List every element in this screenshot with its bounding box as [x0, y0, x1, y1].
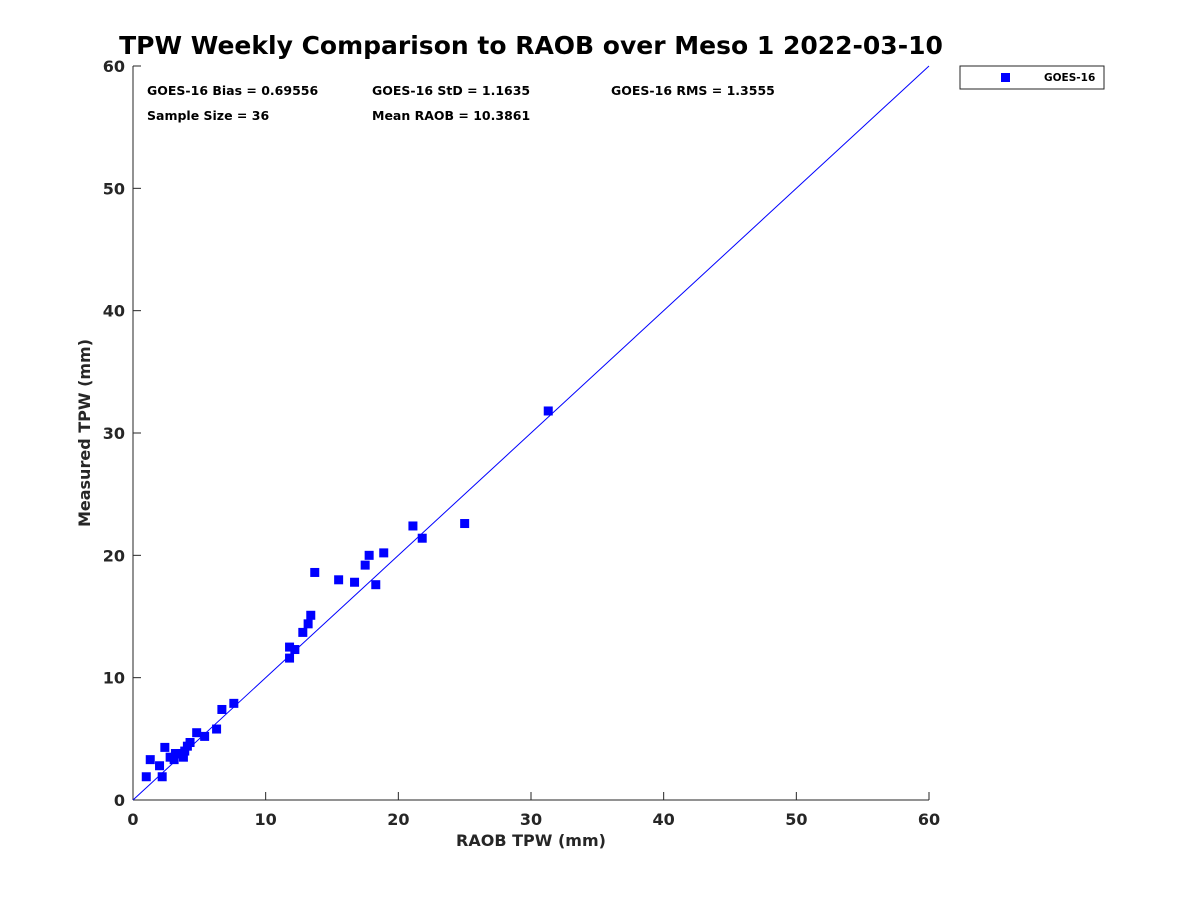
- data-point: [290, 645, 300, 655]
- data-point: [285, 642, 295, 652]
- data-point: [303, 619, 313, 629]
- x-axis-label: RAOB TPW (mm): [456, 831, 606, 850]
- data-point: [169, 755, 179, 765]
- x-tick-label: 40: [653, 810, 675, 829]
- data-point: [141, 772, 151, 782]
- x-tick-label: 0: [127, 810, 138, 829]
- data-point: [212, 724, 222, 734]
- one-to-one-line: [132, 65, 930, 801]
- data-point: [306, 610, 316, 620]
- legend: GOES-16: [959, 65, 1105, 90]
- y-tick-label: 20: [103, 546, 125, 565]
- stat-mean-raob: Mean RAOB = 10.3861: [372, 108, 530, 123]
- y-tick-label: 60: [103, 57, 125, 76]
- y-tick-label: 30: [103, 424, 125, 443]
- data-point: [298, 627, 308, 637]
- data-point: [200, 731, 210, 741]
- legend-box: [959, 65, 1105, 90]
- data-point: [310, 567, 320, 577]
- data-point: [285, 653, 295, 663]
- reference-line: [132, 65, 930, 801]
- data-point: [157, 772, 167, 782]
- data-point: [229, 698, 239, 708]
- x-tick-label: 20: [387, 810, 409, 829]
- data-point: [185, 738, 195, 748]
- stat-std: GOES-16 StD = 1.1635: [372, 83, 530, 98]
- data-point: [155, 761, 165, 771]
- data-point: [145, 755, 155, 765]
- y-tick-label: 0: [114, 791, 125, 810]
- data-point: [334, 575, 344, 585]
- data-points: [141, 406, 553, 782]
- data-point: [408, 521, 418, 531]
- data-point: [217, 704, 227, 714]
- legend-label: GOES-16: [1044, 72, 1095, 84]
- data-point: [417, 533, 427, 543]
- data-point: [460, 519, 470, 529]
- data-point: [371, 580, 381, 590]
- y-axis-label: Measured TPW (mm): [75, 339, 94, 527]
- stat-sample-size: Sample Size = 36: [147, 108, 269, 123]
- data-point: [364, 550, 374, 560]
- x-tick-label: 30: [520, 810, 542, 829]
- data-point: [350, 577, 360, 587]
- y-tick-label: 40: [103, 302, 125, 321]
- chart-title: TPW Weekly Comparison to RAOB over Meso …: [119, 31, 943, 60]
- legend-marker: [1001, 73, 1010, 82]
- y-tick-label: 50: [103, 179, 125, 198]
- stat-bias: GOES-16 Bias = 0.69556: [147, 83, 318, 98]
- x-tick-label: 50: [785, 810, 807, 829]
- data-point: [180, 746, 190, 756]
- data-point: [360, 560, 370, 570]
- stat-rms: GOES-16 RMS = 1.3555: [611, 83, 775, 98]
- data-point: [170, 749, 180, 759]
- ticks: 0 10 20 30 40 50 60 0 10 20 30 40 50 60: [103, 57, 940, 829]
- data-point: [178, 752, 188, 762]
- data-point: [543, 406, 553, 416]
- stats-annotations: GOES-16 Bias = 0.69556 GOES-16 StD = 1.1…: [147, 83, 775, 123]
- data-point: [192, 728, 202, 738]
- data-point: [379, 548, 389, 558]
- y-tick-label: 10: [103, 669, 125, 688]
- x-tick-label: 10: [255, 810, 277, 829]
- x-tick-label: 60: [918, 810, 940, 829]
- data-point: [160, 742, 170, 752]
